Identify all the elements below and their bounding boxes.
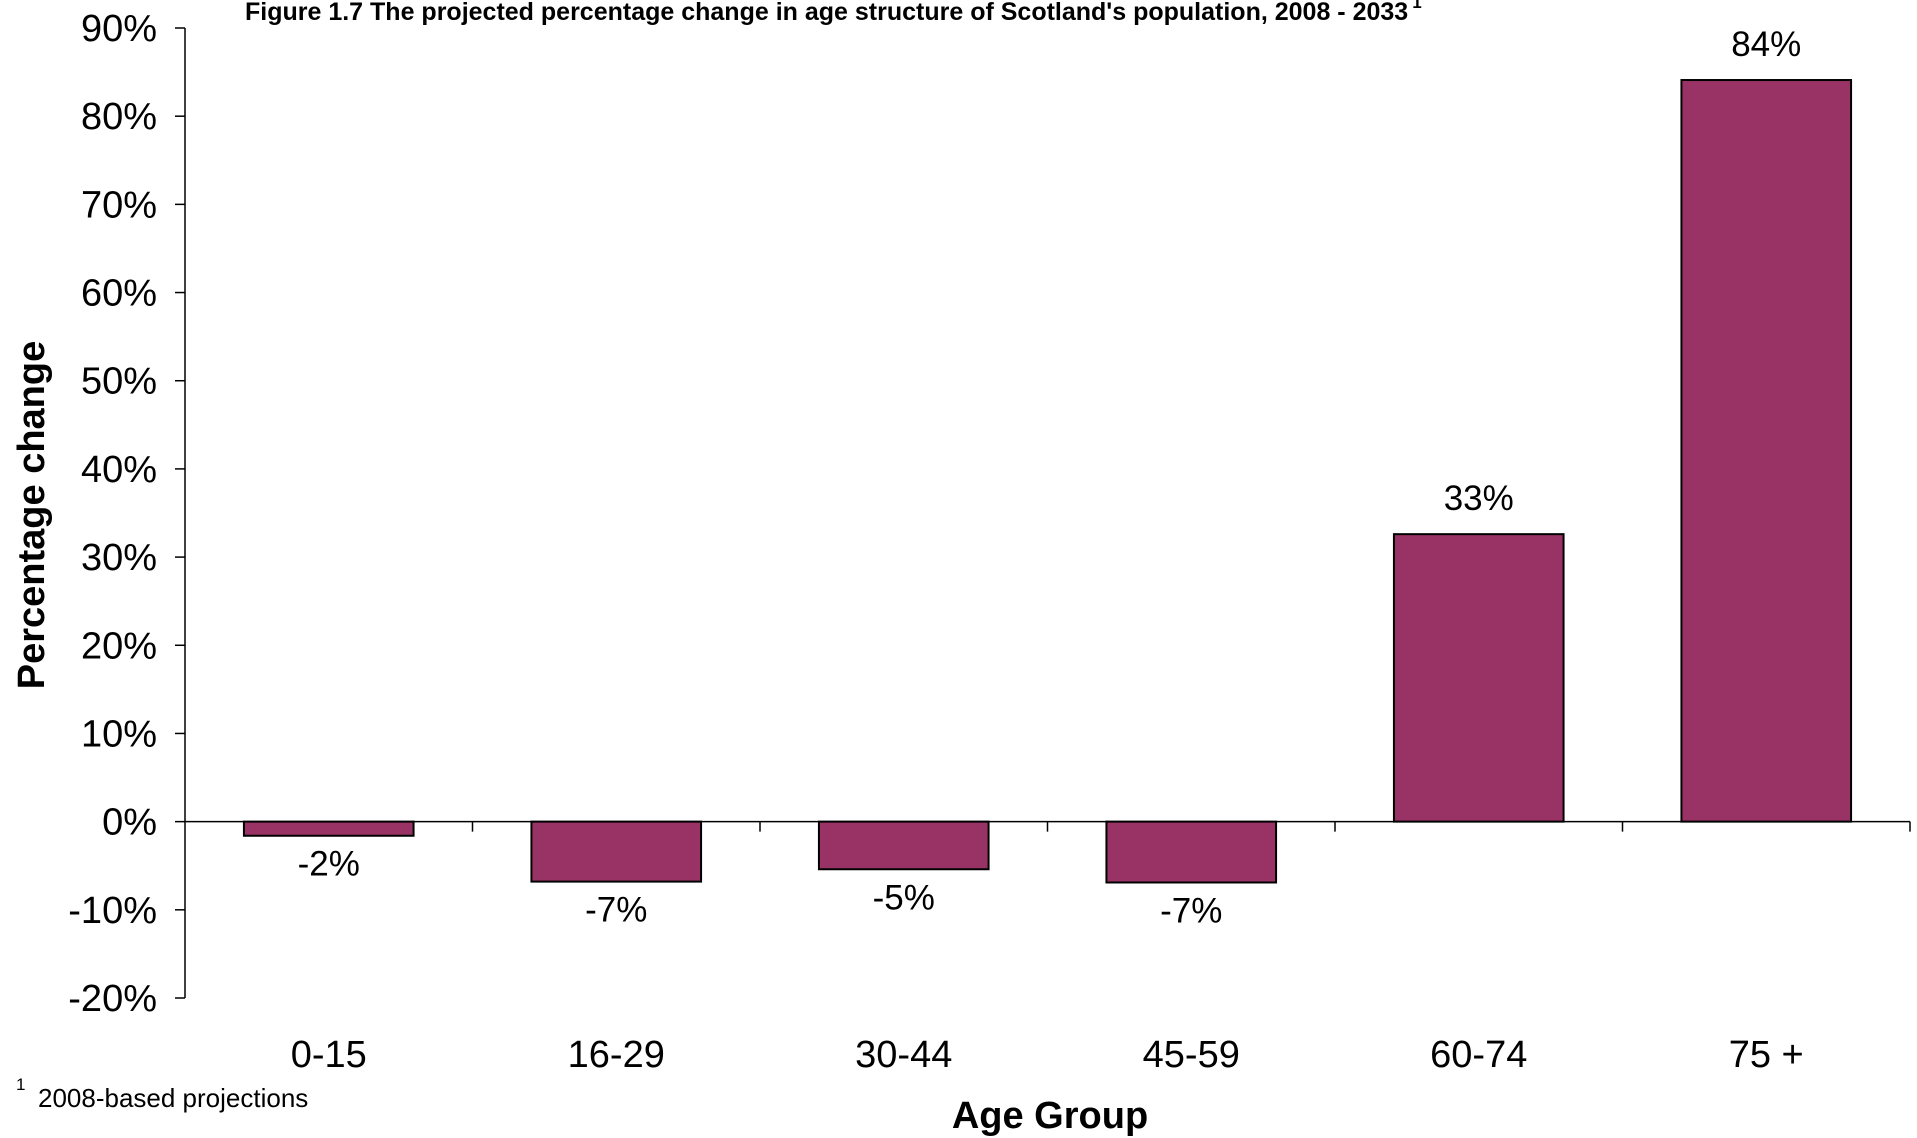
- y-tick-label: 70%: [81, 184, 157, 226]
- footnote-marker: 1: [16, 1075, 25, 1094]
- bar: [242, 820, 415, 837]
- category-labels: 0-15 16-29 30-44 45-59 60-74 75 +: [291, 1034, 1804, 1076]
- bar: [1392, 533, 1565, 823]
- category-label: 75 +: [1729, 1034, 1804, 1076]
- y-tick-label: 80%: [81, 96, 157, 138]
- x-axis-title: Age Group: [952, 1095, 1148, 1137]
- data-label: -2%: [298, 845, 360, 884]
- y-tick-label: 60%: [81, 273, 157, 315]
- title-footnote-marker: 1: [1412, 0, 1421, 12]
- y-tick-label: -10%: [68, 890, 157, 932]
- y-axis-title: Percentage change: [11, 341, 53, 689]
- bar: [817, 820, 990, 871]
- data-label: 84%: [1731, 25, 1801, 64]
- data-labels: -2% -7% -5% -7% 33% 84%: [298, 25, 1802, 930]
- footnote: 2008-based projections: [38, 1083, 308, 1113]
- data-label: -7%: [585, 891, 647, 930]
- y-tick-label: 0%: [102, 802, 157, 844]
- chart-title: Figure 1.7 The projected percentage chan…: [245, 0, 1422, 26]
- bars: [242, 79, 1853, 884]
- y-tick-label: 10%: [81, 713, 157, 755]
- category-label: 0-15: [291, 1034, 367, 1076]
- bar: [1680, 79, 1853, 823]
- chart-title-text: Figure 1.7 The projected percentage chan…: [245, 0, 1408, 26]
- category-label: 30-44: [855, 1034, 952, 1076]
- y-tick-label: 90%: [81, 8, 157, 50]
- x-axis: [185, 820, 1911, 832]
- category-label: 45-59: [1143, 1034, 1240, 1076]
- data-label: -5%: [873, 878, 935, 917]
- category-label: 60-74: [1430, 1034, 1527, 1076]
- y-tick-label: 20%: [81, 625, 157, 667]
- data-label: -7%: [1160, 891, 1222, 930]
- bar: [530, 820, 703, 883]
- y-tick-label: -20%: [68, 978, 157, 1020]
- y-tick-label: 40%: [81, 449, 157, 491]
- data-label: 33%: [1444, 479, 1514, 518]
- y-tick-label: 30%: [81, 537, 157, 579]
- y-tick-label: 50%: [81, 361, 157, 403]
- bar: [1105, 820, 1278, 884]
- category-label: 16-29: [568, 1034, 665, 1076]
- y-axis: -20% -10% 0% 10% 20% 30% 40% 50% 60% 70% 80% 90%: [68, 8, 186, 1020]
